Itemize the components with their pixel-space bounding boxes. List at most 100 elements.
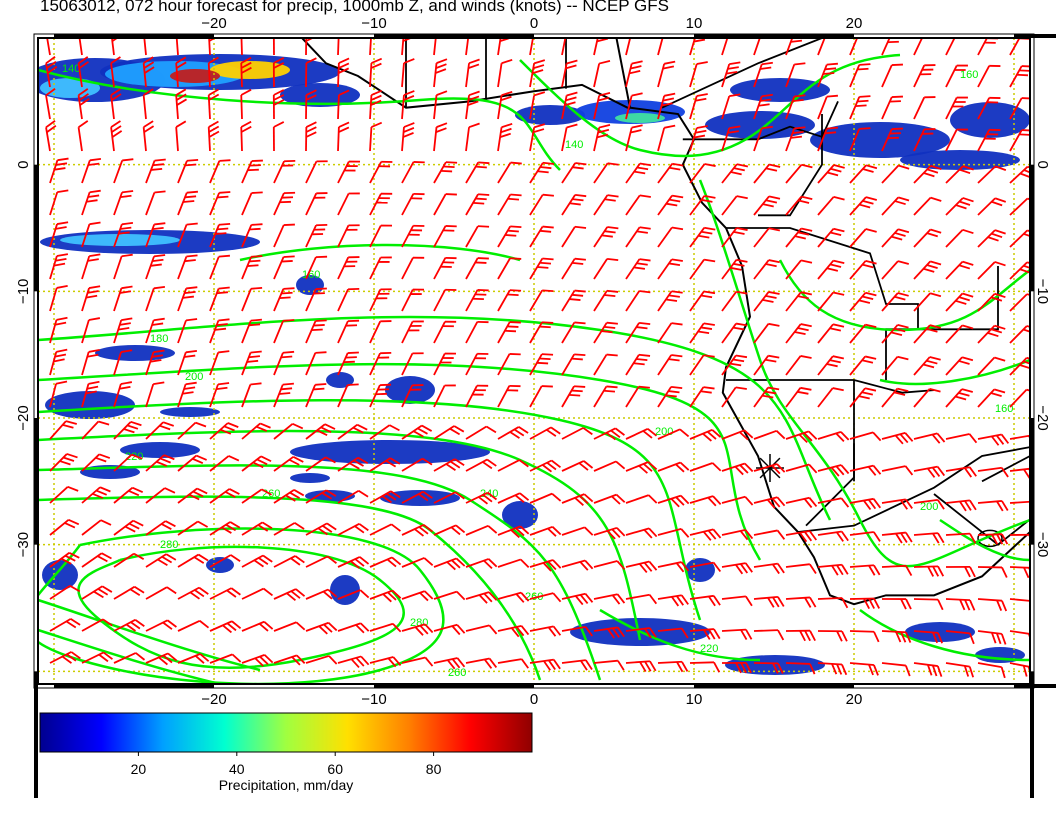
wind-barb xyxy=(625,124,643,152)
wind-barb xyxy=(657,385,683,408)
wind-barb xyxy=(305,223,328,248)
wind-barb xyxy=(913,324,942,344)
wind-barb xyxy=(913,498,945,510)
wind-barb xyxy=(81,519,112,536)
wind-barb xyxy=(207,120,220,152)
wind-barb xyxy=(817,497,850,508)
wind-barb xyxy=(81,317,101,344)
wind-barb xyxy=(497,492,530,504)
wind-barb xyxy=(433,122,448,152)
wind-barb xyxy=(625,92,643,120)
map-frame xyxy=(33,33,1056,798)
wind-barb xyxy=(49,618,81,632)
wind-barb xyxy=(977,466,1009,478)
wind-barb xyxy=(337,383,359,408)
wind-barb xyxy=(913,292,942,312)
wind-barb xyxy=(241,620,274,632)
colorbar: 20 40 60 80 Precipitation, mm/day xyxy=(39,712,533,793)
wind-barb xyxy=(49,453,78,472)
precip-cell xyxy=(42,560,78,590)
wind-barb xyxy=(593,353,618,376)
wind-barb xyxy=(465,425,497,440)
wind-barb xyxy=(433,256,457,280)
wind-barb xyxy=(529,289,554,312)
contour-line xyxy=(38,429,642,641)
wind-barb xyxy=(753,429,786,440)
wind-barb xyxy=(241,488,272,504)
wind-barb xyxy=(721,595,753,607)
wind-barb xyxy=(977,662,1006,679)
contour-label: 260 xyxy=(525,591,543,603)
wind-barb xyxy=(45,88,56,120)
wind-barb xyxy=(241,521,273,536)
wind-barb xyxy=(465,225,490,248)
wind-barb xyxy=(945,356,974,376)
wind-barb xyxy=(401,288,424,312)
wind-barb xyxy=(49,189,69,216)
wind-barb xyxy=(401,490,433,504)
wind-barb xyxy=(849,127,871,152)
wind-barb xyxy=(561,257,586,280)
wind-barb xyxy=(689,495,722,507)
lat-tick-label-left: −10 xyxy=(15,279,32,304)
wind-barb xyxy=(913,228,942,248)
wind-barb xyxy=(337,655,370,669)
wind-barb xyxy=(241,350,262,376)
wind-barb xyxy=(465,558,498,570)
wind-barb xyxy=(337,256,360,280)
wind-barb xyxy=(305,287,327,312)
wind-barb xyxy=(689,428,722,442)
wind-barb xyxy=(529,385,553,408)
wind-barb xyxy=(369,622,402,633)
wind-barb xyxy=(689,354,715,376)
wind-barb xyxy=(305,351,327,376)
wind-barb xyxy=(625,258,651,280)
wind-barb xyxy=(529,559,562,572)
wind-barb xyxy=(561,162,587,184)
wind-barb xyxy=(657,594,689,607)
wind-barb xyxy=(689,628,721,640)
contour-line xyxy=(698,179,1030,568)
wind-barb xyxy=(625,290,651,312)
wind-barb xyxy=(177,286,198,312)
wind-barb xyxy=(561,493,594,506)
wind-barb xyxy=(433,524,466,536)
wind-barb xyxy=(625,60,643,88)
guinea-coastline xyxy=(300,38,631,110)
wind-barb xyxy=(305,588,338,600)
wind-barb xyxy=(881,598,912,610)
wind-barb xyxy=(240,88,252,120)
wind-barb xyxy=(305,89,317,120)
frame-band xyxy=(1030,671,1034,798)
wind-barb xyxy=(753,291,780,312)
wind-barb xyxy=(945,165,974,184)
wind-barb xyxy=(401,557,434,568)
wind-barb xyxy=(881,196,910,216)
wind-barb xyxy=(273,654,306,666)
wind-barb xyxy=(305,423,336,440)
wind-barb xyxy=(913,64,936,88)
wind-barb xyxy=(657,354,683,376)
wind-barb xyxy=(465,657,498,669)
wind-barb xyxy=(113,453,143,472)
wind-barb xyxy=(913,432,946,444)
wind-barb xyxy=(273,350,295,376)
wind-barb xyxy=(497,90,513,120)
wind-barb xyxy=(145,520,176,536)
country-border xyxy=(805,443,855,527)
wind-barb xyxy=(401,256,425,280)
wind-barb xyxy=(113,253,133,280)
wind-barb xyxy=(817,227,845,248)
wind-barb xyxy=(497,459,529,472)
wind-barb xyxy=(849,228,877,248)
wind-barb xyxy=(465,624,498,635)
wind-barb xyxy=(753,629,785,641)
frame-band xyxy=(694,684,854,688)
lon-tick-label-top: −10 xyxy=(361,15,386,32)
wind-barb xyxy=(433,384,456,408)
precip-cell xyxy=(160,407,220,417)
wind-barb xyxy=(945,292,974,312)
wind-barb xyxy=(945,64,968,88)
wind-barb xyxy=(401,58,415,88)
wind-barb xyxy=(593,560,626,571)
